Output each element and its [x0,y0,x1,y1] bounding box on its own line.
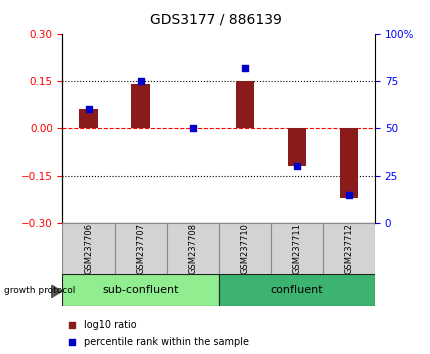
Text: confluent: confluent [270,285,322,295]
Point [85,107,92,112]
Point [68,322,75,328]
Text: log10 ratio: log10 ratio [84,320,137,330]
FancyBboxPatch shape [322,223,374,274]
Point [189,125,196,131]
Bar [131,84,149,128]
Bar [339,128,357,198]
Text: GSM237707: GSM237707 [136,223,145,274]
Text: percentile rank within the sample: percentile rank within the sample [84,337,249,347]
Point [137,78,144,84]
FancyBboxPatch shape [62,274,218,306]
Text: GSM237712: GSM237712 [344,223,353,274]
Text: GDS3177 / 886139: GDS3177 / 886139 [149,12,281,27]
FancyBboxPatch shape [62,223,114,274]
Point [345,192,352,198]
FancyBboxPatch shape [166,223,218,274]
Bar [235,81,253,128]
Text: growth protocol: growth protocol [4,286,76,296]
Text: GSM237711: GSM237711 [292,223,301,274]
Point [68,339,75,344]
Text: sub-confluent: sub-confluent [102,285,178,295]
FancyBboxPatch shape [114,223,166,274]
FancyBboxPatch shape [218,274,374,306]
Point [293,164,300,169]
Text: GSM237710: GSM237710 [240,223,249,274]
Point [241,65,248,70]
Bar [287,128,305,166]
Text: GSM237708: GSM237708 [188,223,197,274]
Text: GSM237706: GSM237706 [84,223,93,274]
FancyBboxPatch shape [270,223,322,274]
Polygon shape [51,285,61,298]
FancyBboxPatch shape [218,223,270,274]
Bar [79,109,98,128]
